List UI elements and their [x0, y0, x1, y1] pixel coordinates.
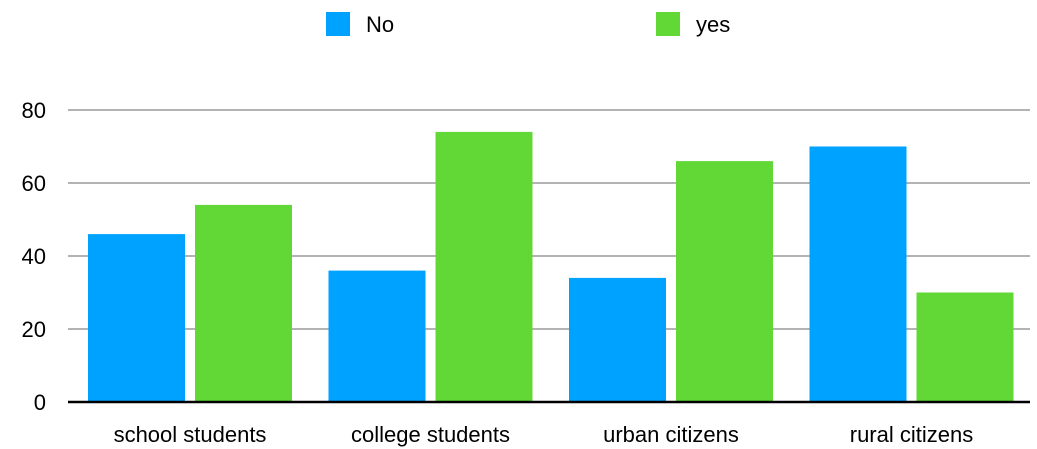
- x-category-label: college students: [351, 422, 510, 447]
- legend: No yes: [326, 12, 730, 37]
- legend-label: No: [366, 12, 394, 37]
- y-tick-label: 20: [22, 317, 46, 342]
- x-axis-category-labels: school students college students urban cit…: [114, 422, 974, 447]
- y-tick-label: 80: [22, 98, 46, 123]
- bar-yes-rural-citizens: [916, 292, 1014, 402]
- bar-no-urban-citizens: [569, 277, 666, 402]
- legend-label: yes: [696, 12, 730, 37]
- y-axis-tick-labels: 0 20 40 60 80: [22, 98, 46, 415]
- bar-yes-school-students: [195, 204, 292, 402]
- legend-swatch: [656, 12, 680, 36]
- legend-item-yes: yes: [656, 12, 730, 37]
- bars: [88, 131, 1014, 402]
- x-category-label: urban citizens: [603, 422, 739, 447]
- bar-yes-urban-citizens: [676, 161, 773, 402]
- y-tick-label: 40: [22, 244, 46, 269]
- x-category-label: rural citizens: [850, 422, 973, 447]
- bar-no-college-students: [328, 270, 426, 402]
- bar-no-rural-citizens: [809, 146, 907, 402]
- legend-swatch: [326, 12, 350, 36]
- bar-no-school-students: [88, 234, 185, 402]
- y-tick-label: 60: [22, 171, 46, 196]
- x-category-label: school students: [114, 422, 267, 447]
- y-tick-label: 0: [34, 390, 46, 415]
- bar-yes-college-students: [435, 131, 533, 402]
- legend-item-no: No: [326, 12, 394, 37]
